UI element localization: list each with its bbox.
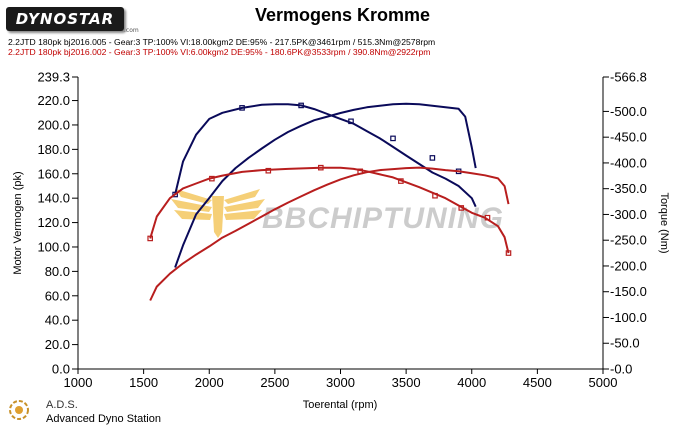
y2-axis-label: Torque (Nm) <box>658 192 670 253</box>
y-tick-label: 160.0 <box>37 166 70 181</box>
data-point-marker <box>298 102 304 109</box>
series-layer <box>147 102 512 301</box>
x-tick-label: 2500 <box>260 375 289 390</box>
y2-tick-label: -50.0 <box>610 336 640 351</box>
watermark-text: BBCHIPTUNING <box>262 202 504 235</box>
data-point-marker <box>390 135 396 142</box>
watermark: BBCHIPTUNING <box>171 189 504 238</box>
y-tick-label: 180.0 <box>37 142 70 157</box>
x-tick-label: 4500 <box>523 375 552 390</box>
data-point-marker <box>505 250 512 256</box>
y-tick-label: 200.0 <box>37 117 70 132</box>
footer-title: A.D.S. <box>46 399 78 411</box>
y2-tick-label: -250.0 <box>610 233 647 248</box>
y-tick-label: 140.0 <box>37 191 70 206</box>
run-legend-1: 2.2JTD 180pk bj2016.005 - Gear:3 TP:100%… <box>8 37 436 47</box>
footer-subtitle: Advanced Dyno Station <box>46 413 161 425</box>
logo-text: DYNOSTAR <box>15 10 115 28</box>
data-point-marker <box>458 205 465 211</box>
x-tick-label: 1500 <box>129 375 158 390</box>
watermark-wings-icon <box>171 189 265 238</box>
y-tick-label: 40.0 <box>45 313 70 328</box>
y-axis-label: Motor Vermogen (pk) <box>12 171 24 274</box>
y-tick-label: 100.0 <box>37 239 70 254</box>
data-point-marker <box>318 164 324 171</box>
torque-line-run1 <box>174 102 477 268</box>
y2-tick-label: -450.0 <box>610 130 647 145</box>
x-tick-label: 1000 <box>64 375 93 390</box>
torque-line-run2 <box>149 166 510 301</box>
dynostar-logo: DYNOSTAR <box>6 7 124 31</box>
y-tick-label: 220.0 <box>37 93 70 108</box>
chart-title: Vermogens Kromme <box>254 5 431 25</box>
y-tick-label: 0.0 <box>52 362 70 377</box>
data-point-marker <box>147 235 153 242</box>
y2-tick-label: -400.0 <box>610 155 647 170</box>
data-point-marker <box>209 175 215 182</box>
y-tick-label: 60.0 <box>45 288 70 303</box>
y-tick-label: 120.0 <box>37 215 70 230</box>
data-point-marker <box>484 214 491 221</box>
y2-tick-label: -566.8 <box>610 70 647 85</box>
power-line-run1 <box>174 103 477 208</box>
x-tick-label: 5000 <box>589 375 618 390</box>
x-tick-label: 4000 <box>457 375 486 390</box>
logo-sub: .com <box>124 27 139 34</box>
y2-tick-label: -100.0 <box>610 310 647 325</box>
data-point-marker <box>172 191 178 198</box>
data-point-marker <box>348 118 354 125</box>
y2-tick-label: -0.0 <box>610 362 632 377</box>
data-point-marker <box>429 155 436 161</box>
x-tick-label: 2000 <box>195 375 224 390</box>
y2-tick-label: -200.0 <box>610 258 647 273</box>
y2-tick-label: -350.0 <box>610 181 647 196</box>
y-tick-label: 239.3 <box>37 70 70 85</box>
data-point-marker <box>432 192 438 199</box>
y2-tick-label: -500.0 <box>610 104 647 119</box>
axes: 0.0 20.0 40.0 60.0 80.0 100.0 120.0 140.0 160.0 1… <box>37 70 646 391</box>
data-point-marker <box>398 178 404 184</box>
data-point-marker <box>239 105 245 111</box>
x-tick-label: 3500 <box>392 375 421 390</box>
data-point-marker <box>265 167 272 174</box>
x-tick-label: 3000 <box>326 375 355 390</box>
y2-tick-label: -150.0 <box>610 284 647 299</box>
y2-tick-label: -300.0 <box>610 207 647 222</box>
y-tick-label: 80.0 <box>45 264 70 279</box>
x-axis-label: Toerental (rpm) <box>303 399 378 411</box>
y-tick-label: 20.0 <box>45 337 70 352</box>
ads-logo-icon <box>9 400 29 420</box>
run-legend-2: 2.2JTD 180pk bj2016.002 - Gear:3 TP:100%… <box>8 47 431 57</box>
power-line-run2 <box>149 166 510 254</box>
